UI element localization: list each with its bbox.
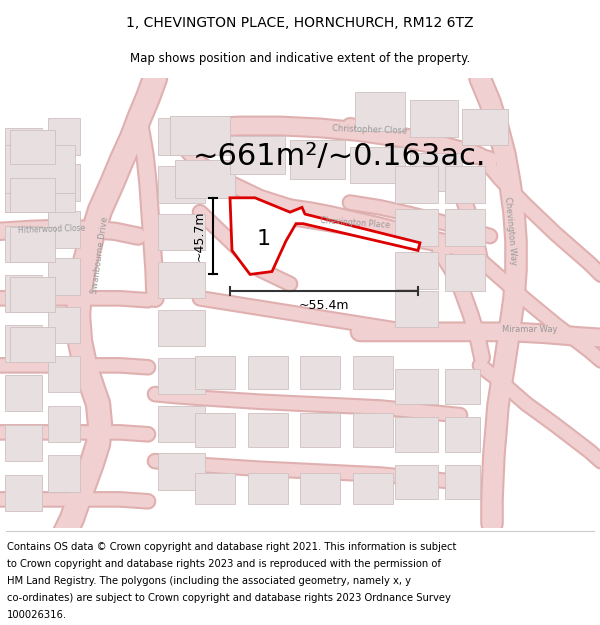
Polygon shape <box>5 325 42 361</box>
Polygon shape <box>195 356 235 389</box>
Polygon shape <box>158 310 205 346</box>
Polygon shape <box>350 147 405 184</box>
Polygon shape <box>5 425 42 461</box>
Polygon shape <box>5 128 42 164</box>
Polygon shape <box>230 136 285 174</box>
Text: 100026316.: 100026316. <box>7 609 67 619</box>
Polygon shape <box>5 145 75 193</box>
Polygon shape <box>5 226 42 262</box>
Polygon shape <box>248 356 288 389</box>
Polygon shape <box>158 357 205 394</box>
Polygon shape <box>462 109 508 145</box>
Polygon shape <box>395 166 438 202</box>
Polygon shape <box>10 278 55 312</box>
Text: ~45.7m: ~45.7m <box>193 211 205 261</box>
Polygon shape <box>410 100 458 138</box>
Polygon shape <box>48 356 80 392</box>
Polygon shape <box>300 413 340 447</box>
Polygon shape <box>10 327 55 361</box>
Polygon shape <box>158 406 205 442</box>
Text: ~55.4m: ~55.4m <box>299 299 349 312</box>
Polygon shape <box>230 198 420 274</box>
Polygon shape <box>175 159 235 198</box>
Polygon shape <box>158 214 205 251</box>
Polygon shape <box>353 413 393 447</box>
Text: 1: 1 <box>257 229 271 249</box>
Polygon shape <box>410 152 462 191</box>
Polygon shape <box>353 472 393 504</box>
Polygon shape <box>158 118 205 155</box>
Polygon shape <box>10 228 55 262</box>
Polygon shape <box>10 130 55 164</box>
Text: Map shows position and indicative extent of the property.: Map shows position and indicative extent… <box>130 52 470 65</box>
Polygon shape <box>48 406 80 442</box>
Text: co-ordinates) are subject to Crown copyright and database rights 2023 Ordnance S: co-ordinates) are subject to Crown copyr… <box>7 592 451 602</box>
Polygon shape <box>5 276 42 312</box>
Polygon shape <box>5 375 42 411</box>
Polygon shape <box>48 118 80 155</box>
Text: Hitherwood Close: Hitherwood Close <box>18 224 86 235</box>
Polygon shape <box>5 193 75 212</box>
Polygon shape <box>445 417 480 451</box>
Polygon shape <box>395 291 438 327</box>
Polygon shape <box>195 472 235 504</box>
Text: Swanbourne Drive: Swanbourne Drive <box>90 216 110 294</box>
Polygon shape <box>300 472 340 504</box>
Polygon shape <box>5 474 42 511</box>
Text: HM Land Registry. The polygons (including the associated geometry, namely x, y: HM Land Registry. The polygons (includin… <box>7 576 411 586</box>
Polygon shape <box>195 413 235 447</box>
Polygon shape <box>48 164 80 201</box>
Polygon shape <box>355 92 405 131</box>
Polygon shape <box>395 209 438 246</box>
Polygon shape <box>248 472 288 504</box>
Polygon shape <box>445 254 485 291</box>
Polygon shape <box>48 258 80 294</box>
Polygon shape <box>353 356 393 389</box>
Polygon shape <box>445 209 485 246</box>
Polygon shape <box>158 166 205 202</box>
Polygon shape <box>395 369 438 404</box>
Polygon shape <box>290 141 345 179</box>
Text: Contains OS data © Crown copyright and database right 2021. This information is : Contains OS data © Crown copyright and d… <box>7 542 457 552</box>
Polygon shape <box>445 465 480 499</box>
Polygon shape <box>10 177 55 212</box>
Polygon shape <box>170 116 230 155</box>
Polygon shape <box>445 166 485 202</box>
Polygon shape <box>48 456 80 492</box>
Polygon shape <box>158 454 205 490</box>
Text: ~661m²/~0.163ac.: ~661m²/~0.163ac. <box>193 142 487 171</box>
Polygon shape <box>48 307 80 343</box>
Polygon shape <box>395 465 438 499</box>
Text: Christopher Close: Christopher Close <box>332 124 407 136</box>
Polygon shape <box>248 413 288 447</box>
Polygon shape <box>395 253 438 289</box>
Text: to Crown copyright and database rights 2023 and is reproduced with the permissio: to Crown copyright and database rights 2… <box>7 559 441 569</box>
Polygon shape <box>445 369 480 404</box>
Text: Miramar Way: Miramar Way <box>502 326 558 334</box>
Polygon shape <box>395 417 438 451</box>
Polygon shape <box>158 262 205 298</box>
Text: Chevington Way: Chevington Way <box>503 197 517 266</box>
Polygon shape <box>5 176 42 212</box>
Text: Chevington Place: Chevington Place <box>320 216 390 229</box>
Polygon shape <box>300 356 340 389</box>
Polygon shape <box>48 211 80 248</box>
Text: 1, CHEVINGTON PLACE, HORNCHURCH, RM12 6TZ: 1, CHEVINGTON PLACE, HORNCHURCH, RM12 6T… <box>126 16 474 31</box>
